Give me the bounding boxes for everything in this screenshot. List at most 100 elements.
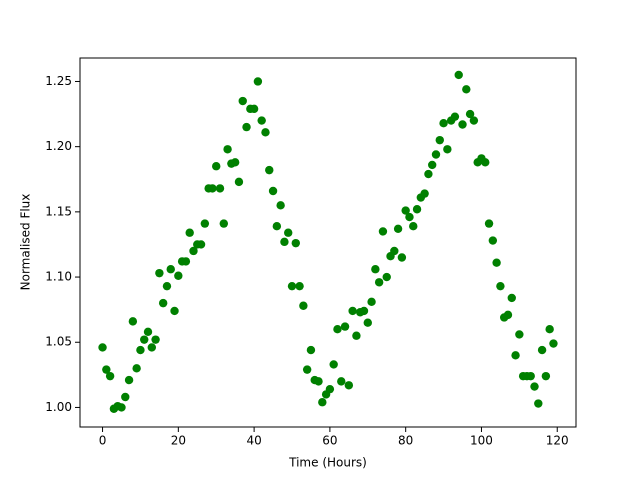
x-tick-label: 40 (246, 434, 261, 448)
point (534, 399, 543, 408)
point (272, 222, 282, 231)
point (420, 189, 429, 198)
y-tick-label: 1.20 (45, 139, 72, 153)
point (261, 128, 270, 137)
point (128, 317, 138, 326)
point (132, 364, 141, 373)
point (378, 227, 388, 236)
point (306, 345, 316, 355)
point (181, 257, 191, 266)
point (223, 145, 232, 154)
point (143, 327, 153, 337)
x-tick-label: 120 (546, 434, 569, 448)
point (484, 219, 494, 228)
point (458, 120, 467, 129)
point (140, 335, 149, 344)
point (374, 278, 384, 287)
point (105, 371, 115, 381)
point (428, 160, 437, 170)
point (158, 298, 168, 308)
point (409, 222, 418, 231)
point (541, 371, 551, 381)
point (215, 184, 225, 193)
point (98, 343, 107, 352)
x-tick-label: 0 (99, 434, 107, 448)
point (465, 109, 475, 119)
point (462, 85, 471, 94)
point (302, 365, 312, 374)
point (196, 240, 206, 249)
point (530, 382, 539, 391)
point (545, 325, 554, 334)
point (257, 116, 266, 125)
point (151, 335, 160, 344)
x-tick-label: 100 (470, 434, 493, 448)
point (344, 381, 354, 390)
point (230, 158, 240, 167)
point (526, 371, 535, 381)
point (359, 306, 369, 316)
point (155, 268, 164, 278)
point (382, 272, 391, 282)
point (431, 150, 441, 159)
point (352, 331, 361, 340)
point (549, 339, 558, 348)
point (496, 281, 505, 291)
point (401, 206, 410, 215)
x-axis-label: Time (Hours) (288, 456, 367, 470)
point (185, 228, 194, 237)
point (208, 184, 217, 193)
y-axis-label: Normalised Flux (19, 194, 33, 291)
point (166, 265, 175, 274)
y-tick-label: 1.10 (45, 270, 72, 284)
point (249, 104, 259, 114)
point (102, 365, 111, 374)
point (511, 351, 520, 360)
point (117, 403, 126, 412)
y-tick-label: 1.25 (45, 74, 72, 88)
point (397, 253, 407, 262)
point (424, 169, 433, 179)
point (284, 228, 293, 237)
x-tick-label: 80 (398, 434, 413, 448)
point (253, 77, 263, 86)
point (488, 236, 498, 245)
point (515, 330, 524, 339)
point (242, 122, 251, 132)
point (299, 301, 308, 310)
point (268, 186, 278, 196)
point (443, 145, 452, 154)
point (121, 392, 130, 402)
point (435, 135, 444, 145)
point (238, 96, 247, 106)
point (280, 237, 289, 247)
point (234, 177, 244, 187)
point (507, 293, 516, 303)
point (325, 384, 335, 394)
point (174, 271, 183, 280)
axes-frame (79, 57, 577, 428)
point (348, 306, 357, 316)
point (405, 212, 414, 222)
point (340, 322, 350, 331)
point (212, 162, 221, 171)
point (492, 258, 501, 267)
point (295, 281, 304, 291)
y-tick-label: 1.00 (45, 400, 72, 414)
point (337, 377, 346, 386)
point (291, 238, 300, 248)
point (200, 219, 210, 228)
point (481, 158, 490, 167)
point (393, 224, 403, 234)
point (329, 360, 338, 369)
point (454, 70, 463, 80)
point (124, 375, 134, 385)
x-tick-label: 20 (171, 434, 186, 448)
point (162, 281, 172, 291)
point (136, 345, 145, 355)
point (318, 398, 327, 407)
point (367, 297, 376, 307)
point (363, 318, 372, 327)
point (390, 246, 399, 256)
